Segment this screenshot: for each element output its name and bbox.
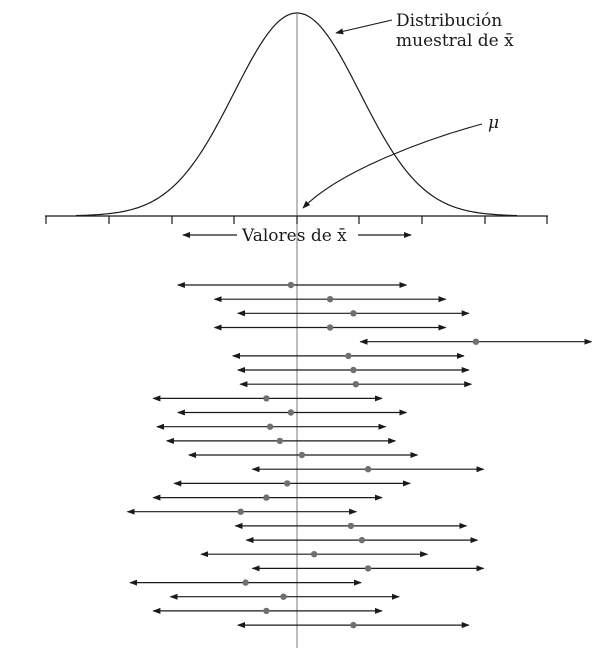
- mu-pointer-arrow: [302, 123, 483, 209]
- confidence-interval: [152, 494, 383, 501]
- confidence-interval: [213, 324, 447, 331]
- sample-mean-point: [364, 466, 372, 473]
- confidence-interval: [176, 409, 408, 416]
- confidence-interval: [156, 423, 387, 430]
- sample-mean-point: [350, 621, 357, 629]
- confidence-interval: [251, 466, 485, 473]
- sample-mean-point: [298, 451, 306, 459]
- sample-mean-point: [350, 310, 357, 317]
- confidence-interval: [126, 508, 358, 515]
- sample-mean-point: [263, 494, 270, 501]
- confidence-interval: [232, 352, 465, 360]
- axis-ticks: [45, 216, 548, 224]
- sample-mean-point: [266, 423, 274, 430]
- distribution-pointer-arrow: [335, 19, 393, 35]
- axis-title: Valores de x̄: [241, 226, 347, 246]
- sample-mean-point: [263, 607, 270, 615]
- sample-mean-point: [358, 536, 366, 544]
- confidence-interval: [213, 296, 447, 303]
- sample-mean-point: [310, 551, 318, 558]
- sample-mean-point: [284, 480, 291, 487]
- confidence-interval: [169, 593, 400, 600]
- sample-mean-point: [345, 352, 352, 360]
- confidence-interval: [237, 621, 470, 629]
- sample-mean-point: [242, 579, 249, 586]
- confidence-interval: [165, 437, 397, 445]
- confidence-interval: [152, 395, 383, 402]
- confidence-intervals: [126, 281, 593, 629]
- confidence-interval: [239, 381, 473, 388]
- sample-mean-point: [263, 395, 270, 402]
- distribution-label-line1: Distribución: [396, 11, 502, 31]
- sample-mean-point: [364, 565, 372, 572]
- confidence-interval: [188, 451, 419, 459]
- sample-mean-point: [326, 296, 334, 303]
- sample-mean-point: [347, 522, 355, 530]
- sample-mean-point: [276, 437, 284, 445]
- confidence-interval: [251, 565, 485, 572]
- sample-mean-point: [472, 338, 480, 345]
- confidence-interval: [237, 310, 470, 317]
- sample-mean-point: [287, 409, 295, 416]
- confidence-interval: [173, 480, 411, 487]
- confidence-interval: [200, 551, 429, 558]
- sample-mean-point: [350, 366, 357, 374]
- sample-mean-point: [280, 593, 287, 600]
- confidence-interval: [129, 579, 362, 586]
- sample-mean-point: [352, 381, 359, 388]
- sample-mean-point: [237, 508, 244, 515]
- mu-label: μ: [488, 113, 499, 133]
- confidence-interval: [152, 607, 383, 615]
- confidence-interval: [359, 338, 593, 345]
- confidence-interval: [176, 281, 408, 289]
- confidence-interval: [245, 536, 479, 544]
- confidence-interval: [234, 522, 468, 530]
- distribution-label-line2: muestral de x̄: [396, 31, 514, 51]
- sample-mean-point: [326, 324, 334, 331]
- confidence-interval: [237, 366, 470, 374]
- sample-mean-point: [287, 281, 295, 289]
